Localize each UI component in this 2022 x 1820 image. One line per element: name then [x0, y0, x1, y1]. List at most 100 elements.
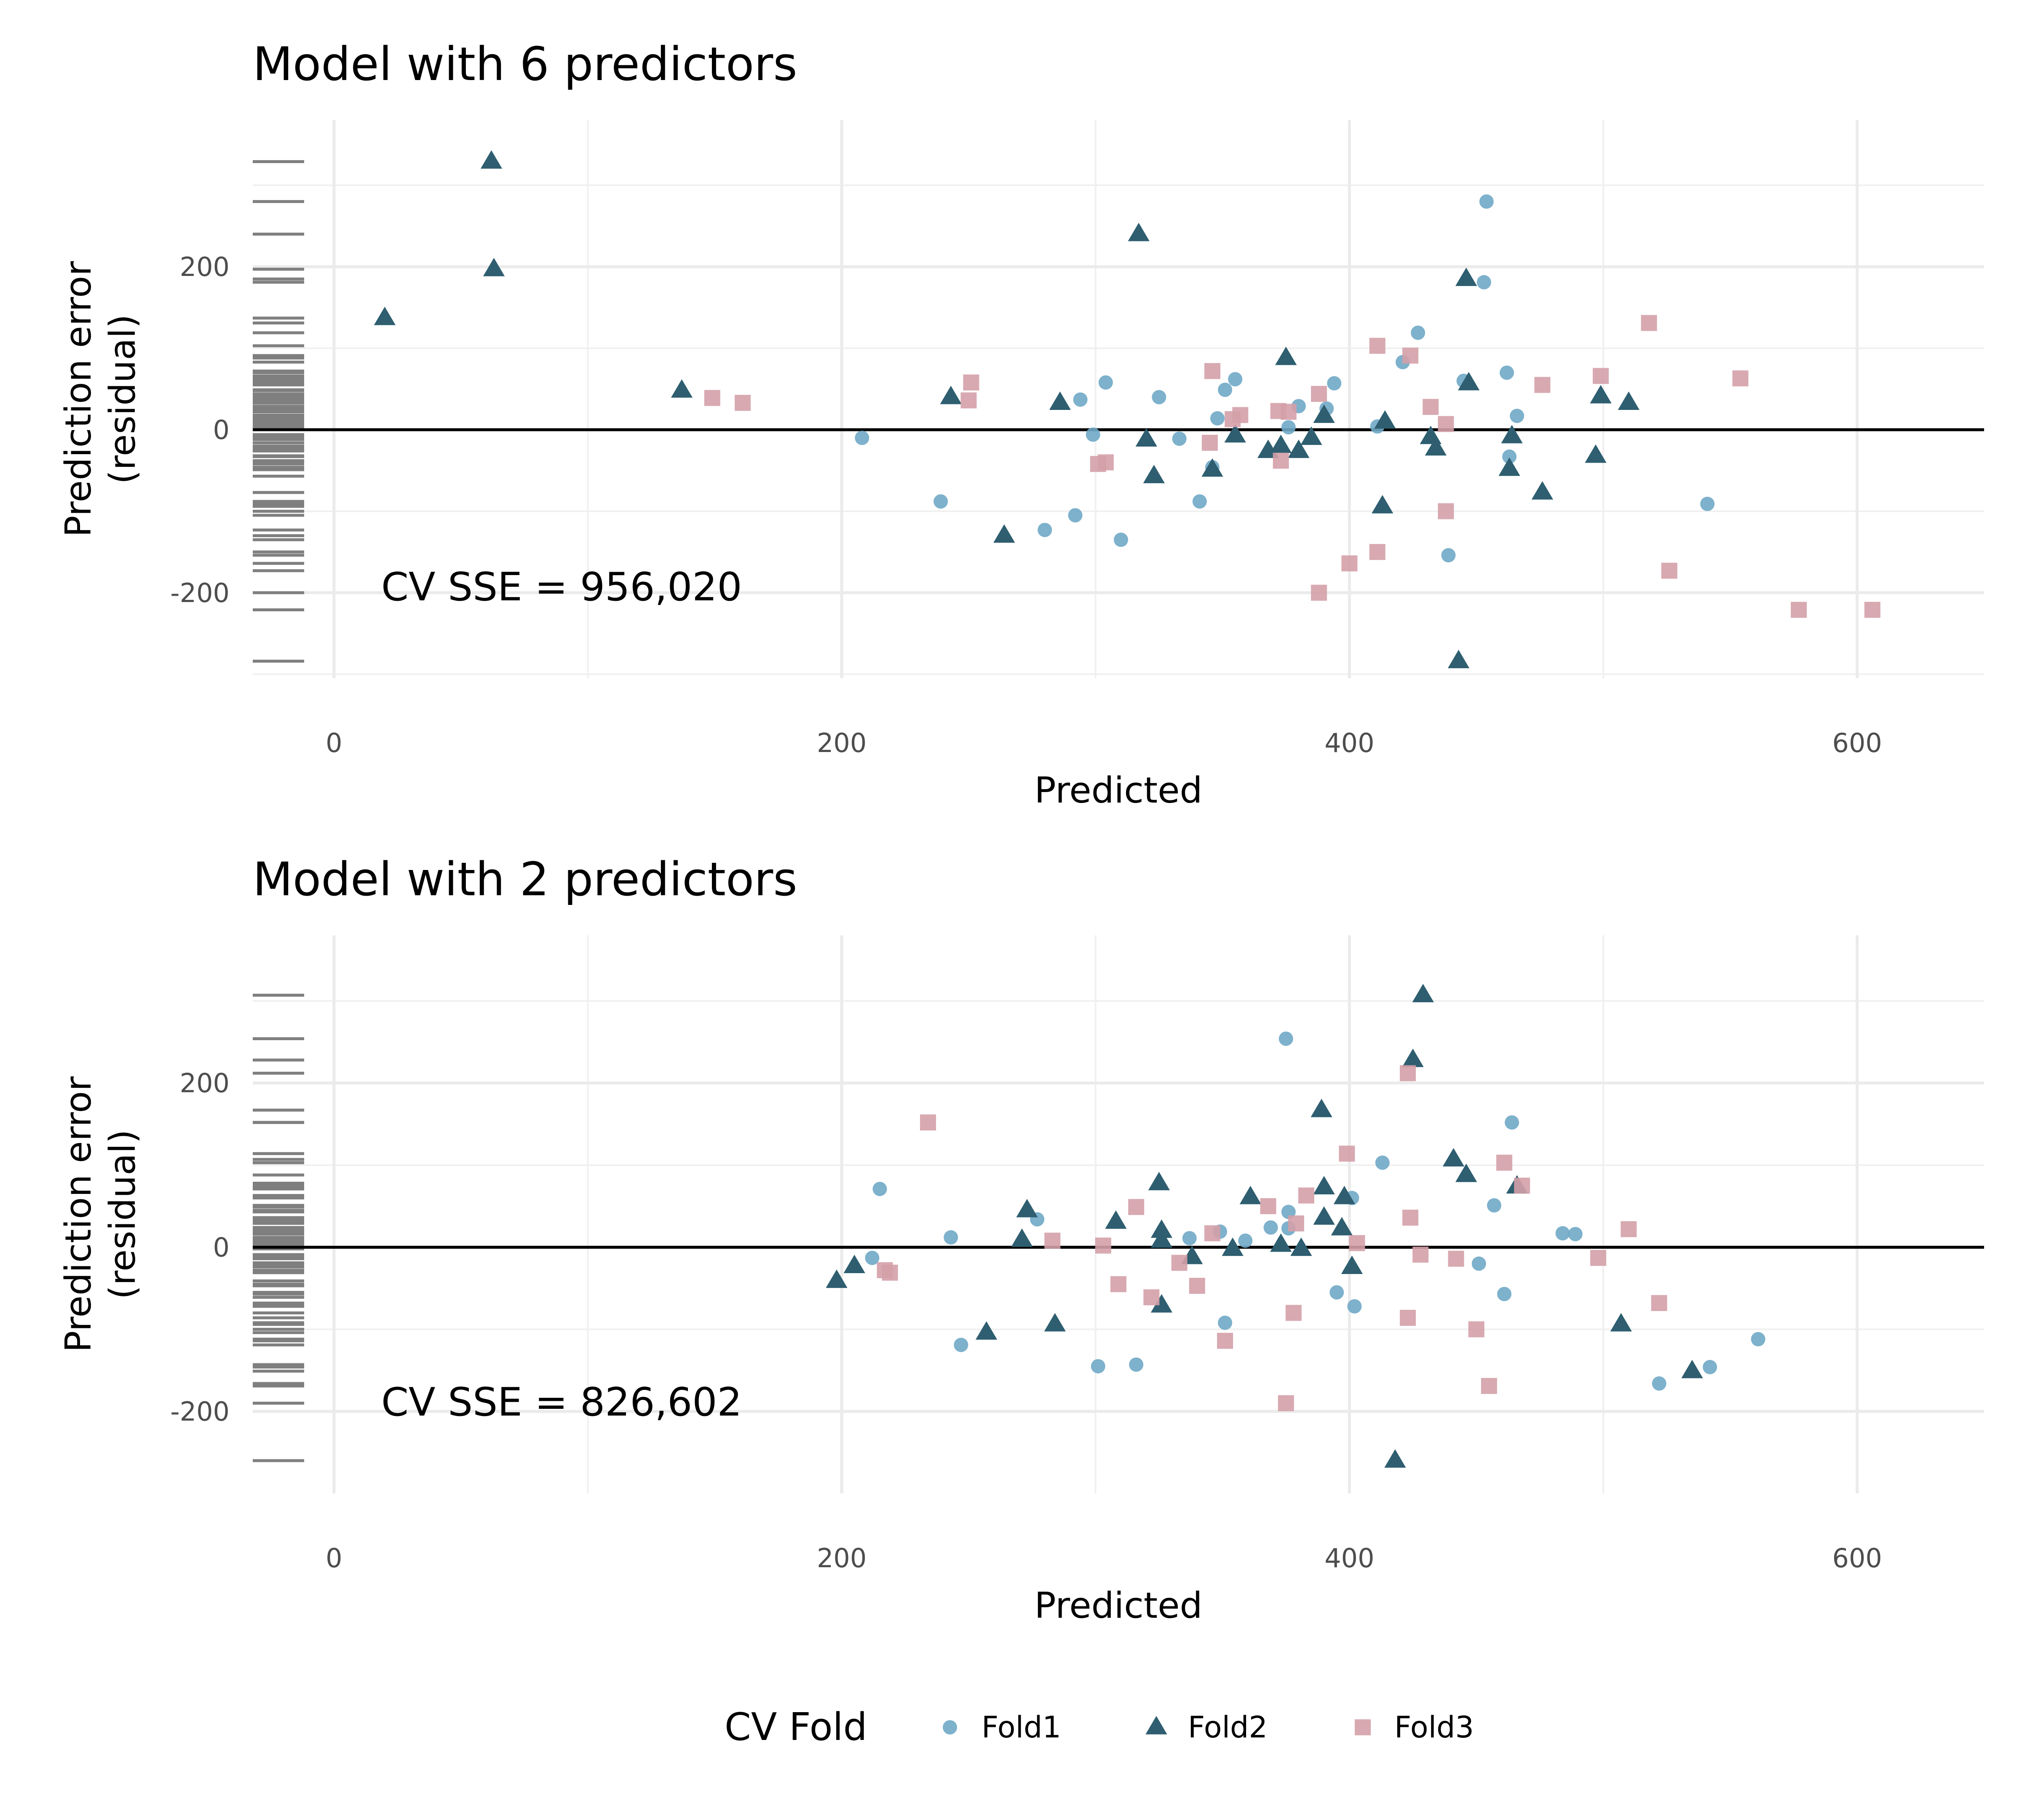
x-tick-label: 400 — [1324, 728, 1374, 758]
fold1-point — [1192, 494, 1207, 509]
fold2-point — [1372, 495, 1393, 514]
x-tick-label: 0 — [326, 1543, 342, 1574]
legend-item-fold3: Fold3 — [1355, 1710, 1474, 1745]
y-axis-label-line: Prediction error — [58, 1076, 99, 1352]
fold2-point — [940, 385, 962, 404]
fold1-point — [1347, 1299, 1362, 1314]
fold2-point — [1150, 1229, 1173, 1248]
fold3-point — [1651, 1295, 1667, 1311]
fold1-point — [1505, 1115, 1519, 1130]
fold1-point — [1129, 1357, 1144, 1372]
y-tick-label: 0 — [213, 1232, 230, 1263]
fold3-point — [1204, 1225, 1220, 1242]
fold3-point — [1514, 1178, 1530, 1194]
fold1-point — [1086, 427, 1100, 442]
fold1-point — [1098, 375, 1113, 390]
fold2-point — [483, 257, 505, 276]
fold2-point — [1300, 426, 1322, 445]
fold2-point — [1049, 391, 1071, 410]
fold2-point — [1290, 1237, 1312, 1256]
fold1-point — [954, 1338, 968, 1352]
fold3-point — [1438, 416, 1454, 432]
x-tick-label: 0 — [326, 728, 342, 758]
fold3-point — [1128, 1199, 1145, 1215]
fold3-point — [1412, 1246, 1429, 1263]
fold1-point — [1441, 548, 1456, 562]
fold3-point — [963, 374, 979, 391]
grid-lines — [253, 935, 1984, 1493]
fold1-point — [1703, 1360, 1717, 1374]
fold2-point — [975, 1321, 998, 1340]
fold3-point — [1369, 544, 1385, 560]
fold3-point — [1661, 562, 1677, 579]
legend-label: Fold3 — [1394, 1710, 1474, 1745]
fold2-point — [1148, 1172, 1170, 1191]
fold2-point — [1455, 1163, 1477, 1182]
fold2-point — [1331, 1217, 1353, 1236]
fold3-point — [1217, 1333, 1233, 1349]
fold3-point — [1732, 370, 1749, 387]
fold2-point — [1128, 222, 1150, 241]
fold1-point — [1114, 533, 1129, 547]
fold3-point — [1273, 452, 1289, 469]
legend-label: Fold2 — [1188, 1710, 1268, 1745]
fold2-point — [671, 379, 693, 398]
fold3-point — [1534, 377, 1551, 393]
y-axis-label: Prediction error (residual) — [58, 261, 144, 537]
fold1-point — [1068, 508, 1083, 523]
fold3-point — [1044, 1232, 1061, 1249]
fold1-point — [933, 494, 948, 509]
fold2-point — [1585, 444, 1607, 463]
fold2-point — [1135, 428, 1157, 447]
legend-label: Fold1 — [982, 1710, 1061, 1745]
fold1-point — [1568, 1227, 1583, 1242]
fold2-point — [1610, 1313, 1632, 1332]
fold3-point — [1496, 1154, 1513, 1171]
chart-panels: 0 200 400 600 -200 0 200 Model with 6 predictor… — [58, 37, 1984, 1627]
fold3-point — [1260, 1198, 1276, 1215]
fold2-point — [1150, 1294, 1173, 1313]
fold1-point — [1375, 1155, 1390, 1170]
fold1-point — [1210, 411, 1225, 426]
fold2-point — [1011, 1228, 1033, 1247]
fold3-point — [1280, 404, 1297, 420]
fold3-point — [1369, 337, 1385, 354]
fold2-point — [1425, 437, 1447, 456]
fold2-point — [480, 150, 503, 169]
series-fold3 — [877, 1065, 1667, 1411]
fold2-point — [1442, 1148, 1465, 1167]
fold2-point — [1447, 650, 1470, 669]
fold2-point — [1143, 465, 1165, 484]
legend-key-triangle — [1145, 1716, 1167, 1734]
fold2-point — [826, 1269, 848, 1288]
fold2-point — [1458, 372, 1480, 391]
fold2-point — [993, 524, 1015, 543]
fold3-point — [1097, 454, 1114, 471]
fold3-point — [1298, 1187, 1314, 1204]
y-axis-label: Prediction error (residual) — [58, 1076, 144, 1352]
fold3-point — [1400, 1065, 1416, 1081]
fold2-point — [1333, 1186, 1355, 1204]
fold1-point — [1502, 449, 1517, 464]
fold1-point — [1228, 372, 1243, 387]
fold1-point — [1471, 1256, 1486, 1271]
fold3-point — [1641, 315, 1657, 331]
y-tick-label: -200 — [170, 1396, 230, 1427]
fold3-point — [1349, 1235, 1365, 1251]
x-tick-label: 200 — [817, 728, 867, 758]
fold3-point — [1468, 1321, 1484, 1338]
fold1-point — [1476, 275, 1491, 289]
fold1-point — [1329, 1285, 1344, 1300]
fold3-point — [1285, 1305, 1302, 1321]
fold2-point — [1313, 1176, 1335, 1194]
fold2-point — [1590, 385, 1612, 404]
y-tick-label: 0 — [213, 415, 230, 445]
fold1-point — [1238, 1233, 1253, 1248]
y-tick-label: -200 — [170, 578, 230, 608]
fold2-point — [1275, 346, 1297, 365]
fold2-point — [1105, 1210, 1127, 1229]
fold2-point — [1681, 1360, 1703, 1378]
fold2-point — [1270, 434, 1292, 453]
fold1-point — [1497, 1287, 1512, 1301]
fold2-point — [1501, 425, 1523, 444]
